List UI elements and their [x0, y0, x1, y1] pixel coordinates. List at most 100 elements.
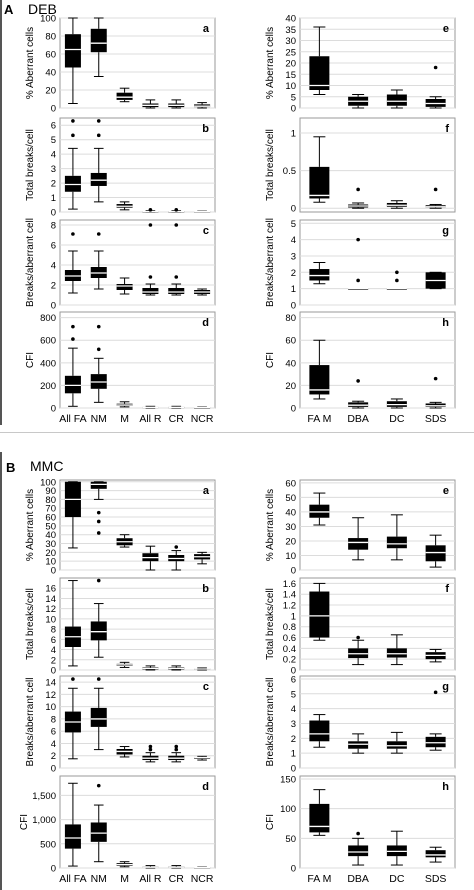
section-a-letter: A: [4, 2, 14, 17]
xtick-label-deb-d: NM: [91, 413, 107, 425]
panel-letter-deb-h: h: [442, 317, 449, 329]
outlier-point-mmc-c: [148, 747, 153, 752]
ytick-label-mmc-a: 100: [40, 477, 56, 488]
outlier-point-deb-h: [356, 379, 360, 383]
ytick-label-mmc-d: 1,000: [32, 815, 56, 826]
ytick-label-deb-d: 400: [40, 358, 56, 369]
ytick-label-mmc-f: 0.8: [283, 622, 296, 633]
outlier-point-deb-d: [96, 347, 101, 352]
xtick-label-mmc-d: M: [120, 873, 129, 885]
ytick-label-mmc-e: 60: [285, 478, 296, 489]
ylabel-deb-g: Breaks/aberrant cell: [265, 218, 276, 307]
panel-letter-mmc-h: h: [442, 781, 449, 793]
ytick-label-mmc-e: 20: [285, 536, 296, 547]
ytick-label-mmc-f: 1.6: [283, 579, 296, 590]
outlier-point-deb-g: [356, 278, 360, 283]
ytick-label-deb-h: 20: [285, 381, 296, 392]
ytick-label-mmc-c: 8: [51, 714, 56, 725]
ylabel-deb-a: % Aberrant cells: [25, 27, 36, 99]
ytick-label-deb-e: 5: [291, 92, 296, 103]
xtick-label-deb-d: All FA: [59, 413, 86, 425]
box-mmc-g: [309, 720, 330, 742]
outlier-point-deb-c: [148, 223, 153, 227]
box-deb-e: [386, 94, 407, 106]
panel-letter-mmc-d: d: [202, 781, 209, 793]
box-mmc-h: [425, 850, 446, 858]
box-mmc-h: [309, 803, 330, 833]
outlier-point-deb-c: [174, 223, 179, 227]
ylabel-deb-c: Breaks/aberrant cell: [25, 218, 36, 307]
ytick-label-deb-a: 80: [45, 32, 56, 43]
ytick-label-deb-g: 1: [291, 284, 296, 295]
ytick-label-deb-e: 20: [285, 59, 296, 70]
panel-frame-deb-g: [299, 219, 456, 306]
box-mmc-c: [90, 707, 107, 727]
box-deb-c: [116, 284, 133, 290]
ytick-label-mmc-h: 150: [280, 774, 296, 785]
panel-frame-deb-b: [59, 117, 216, 213]
ytick-label-deb-c: 8: [51, 221, 56, 232]
ytick-label-deb-h: 40: [285, 358, 296, 369]
ytick-label-mmc-c: 2: [51, 751, 56, 762]
outlier-point-deb-f: [356, 187, 360, 192]
ytick-label-mmc-c: 10: [45, 702, 56, 713]
xtick-label-deb-d: NCR: [191, 413, 214, 425]
outlier-point-mmc-h: [356, 831, 360, 836]
panel-frame-mmc-d: [59, 775, 216, 869]
ytick-label-deb-h: 80: [285, 313, 296, 324]
box-deb-h: [309, 365, 330, 395]
panel-frame-mmc-b: [59, 577, 216, 671]
panel-letter-mmc-e: e: [443, 485, 449, 497]
ytick-label-mmc-a: 60: [45, 513, 56, 524]
ytick-label-mmc-h: 100: [280, 804, 296, 815]
outlier-point-mmc-b: [96, 578, 101, 583]
section-divider: [0, 432, 474, 433]
xtick-label-mmc-h: SDS: [425, 873, 447, 885]
ytick-label-mmc-a: 20: [45, 548, 56, 559]
ytick-label-deb-e: 0: [291, 104, 296, 115]
ytick-label-mmc-h: 50: [285, 834, 296, 845]
ytick-label-mmc-a: 90: [45, 486, 56, 497]
panel-frame-mmc-c: [59, 675, 216, 769]
outlier-point-deb-g: [395, 278, 399, 283]
panel-letter-mmc-a: a: [203, 485, 210, 497]
ytick-label-mmc-b: 10: [45, 614, 56, 625]
box-deb-b: [64, 175, 81, 192]
xtick-label-mmc-h: FA M: [307, 873, 331, 885]
ytick-label-mmc-a: 40: [45, 530, 56, 541]
ylabel-deb-h: CFI: [265, 352, 276, 368]
ytick-label-deb-a: 60: [45, 50, 56, 61]
outlier-point-deb-c: [148, 275, 153, 279]
outlier-point-mmc-c: [174, 747, 179, 752]
ytick-label-mmc-b: 12: [45, 604, 56, 615]
ytick-label-mmc-b: 6: [51, 635, 56, 646]
box-deb-e: [309, 56, 330, 90]
ytick-label-mmc-b: 16: [45, 584, 56, 595]
ytick-label-mmc-b: 0: [51, 666, 56, 677]
ytick-label-deb-e: 25: [285, 47, 296, 58]
xtick-label-deb-h: DBA: [347, 413, 369, 425]
outlier-point-mmc-d: [96, 783, 101, 788]
ytick-label-deb-a: 20: [45, 86, 56, 97]
ytick-label-deb-f: 1: [291, 129, 296, 140]
ytick-label-mmc-g: 5: [291, 689, 296, 700]
box-mmc-e: [425, 545, 446, 562]
ytick-label-mmc-f: 0.6: [283, 633, 296, 644]
panel-letter-mmc-b: b: [202, 583, 209, 595]
box-deb-c: [168, 288, 185, 294]
ytick-label-mmc-g: 4: [291, 704, 296, 715]
box-deb-f: [309, 166, 330, 199]
outlier-point-deb-b: [96, 119, 101, 123]
box-deb-a: [90, 28, 107, 53]
ytick-label-deb-g: 0: [291, 301, 296, 312]
ytick-label-deb-b: 2: [51, 179, 56, 190]
ytick-label-deb-e: 10: [285, 81, 296, 92]
outlier-point-deb-b: [96, 133, 101, 138]
ytick-label-deb-c: 0: [51, 301, 56, 312]
ytick-label-mmc-d: 1,500: [32, 791, 56, 802]
box-mmc-f: [309, 591, 330, 638]
box-mmc-f: [386, 648, 407, 658]
box-mmc-g: [348, 741, 369, 749]
xtick-label-mmc-d: All FA: [59, 873, 86, 885]
